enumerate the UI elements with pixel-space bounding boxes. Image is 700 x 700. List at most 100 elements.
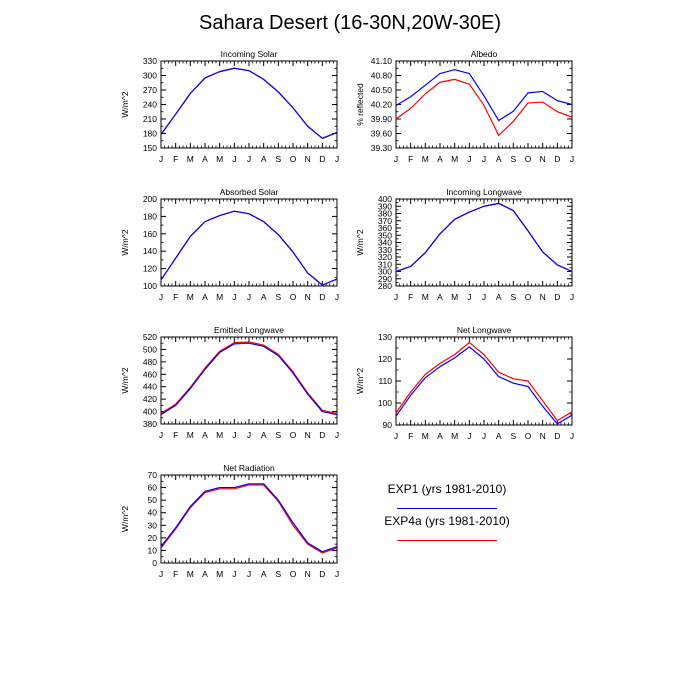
absorbed-solar-xtick-label: S — [275, 292, 281, 302]
incoming-longwave-ytick-label: 400 — [378, 194, 392, 204]
albedo-xtick-label: A — [437, 154, 443, 164]
albedo-ytick-label: 40.20 — [371, 100, 393, 110]
albedo-ytick-label: 40.50 — [371, 85, 393, 95]
net-longwave-ytick-label: 100 — [378, 398, 392, 408]
net-radiation-xtick-label: J — [232, 569, 236, 579]
legend-exp1-line — [397, 508, 497, 509]
net-longwave-xtick-label: J — [570, 431, 574, 441]
incoming-longwave-ytick-label: 370 — [378, 216, 392, 226]
incoming-solar-frame — [160, 60, 338, 149]
incoming-longwave-frame — [395, 198, 573, 287]
incoming-solar-xtick-label: S — [275, 154, 281, 164]
incoming-longwave-ytick-label: 310 — [378, 259, 392, 269]
incoming-solar-xtick-label: O — [290, 154, 297, 164]
net-radiation-xtick-label: J — [159, 569, 163, 579]
albedo-ytick-label: 41.10 — [371, 56, 393, 66]
net-longwave-xtick-label: J — [467, 431, 471, 441]
emitted-longwave-ytick-label: 480 — [143, 357, 157, 367]
incoming-longwave-ytick-label: 330 — [378, 245, 392, 255]
emitted-longwave-series-exp4a — [160, 341, 338, 415]
absorbed-solar-ytick-label: 100 — [143, 281, 157, 291]
net-radiation-ytick-label: 70 — [148, 470, 158, 480]
albedo-ytick-label: 39.30 — [371, 143, 393, 153]
net-longwave-xtick-label: A — [496, 431, 502, 441]
net-longwave-xtick-label: A — [437, 431, 443, 441]
incoming-longwave-ytick-label: 360 — [378, 223, 392, 233]
net-longwave-xtick-label: O — [525, 431, 532, 441]
legend-exp1-label: EXP1 (yrs 1981-2010) — [387, 482, 507, 496]
absorbed-solar-xtick-label: F — [173, 292, 178, 302]
incoming-solar-ytick-label: 330 — [143, 56, 157, 66]
net-radiation-title: Net Radiation — [223, 463, 275, 473]
emitted-longwave-frame — [160, 336, 338, 425]
incoming-longwave-xtick-label: N — [540, 292, 546, 302]
incoming-solar-xtick-label: A — [202, 154, 208, 164]
incoming-solar-ytick-label: 210 — [143, 114, 157, 124]
incoming-solar-xtick-label: N — [305, 154, 311, 164]
incoming-longwave-xtick-label: O — [525, 292, 532, 302]
net-longwave-xtick-label: J — [482, 431, 486, 441]
net-radiation-xtick-label: F — [173, 569, 178, 579]
incoming-longwave-ytick-label: 320 — [378, 252, 392, 262]
legend-exp4a-label: EXP4a (yrs 1981-2010) — [384, 514, 510, 528]
incoming-solar-xtick-label: J — [159, 154, 163, 164]
emitted-longwave-ytick-label: 460 — [143, 369, 157, 379]
albedo-xtick-label: O — [525, 154, 532, 164]
absorbed-solar-xtick-label: A — [202, 292, 208, 302]
incoming-solar-ytick-label: 240 — [143, 100, 157, 110]
net-radiation-xtick-label: J — [335, 569, 339, 579]
absorbed-solar-ytick-label: 140 — [143, 246, 157, 256]
net-radiation-ytick-label: 60 — [148, 483, 158, 493]
incoming-solar-xtick-label: J — [247, 154, 251, 164]
absorbed-solar-ytick-label: 160 — [143, 229, 157, 239]
net-radiation-xtick-label: D — [319, 569, 325, 579]
emitted-longwave-xtick-label: A — [202, 430, 208, 440]
incoming-longwave-ytick-label: 390 — [378, 201, 392, 211]
incoming-longwave-series-exp4a — [395, 202, 573, 273]
net-longwave-ytick-label: 110 — [378, 376, 392, 386]
net-radiation-xtick-label: N — [305, 569, 311, 579]
absorbed-solar-ylabel: W/m^2 — [120, 229, 130, 255]
net-longwave-ytick-label: 120 — [378, 354, 392, 364]
net-radiation-xtick-label: A — [261, 569, 267, 579]
figure-title: Sahara Desert (16-30N,20W-30E) — [199, 12, 501, 34]
incoming-longwave-ytick-label: 280 — [378, 281, 392, 291]
emitted-longwave-ylabel: W/m^2 — [120, 367, 130, 393]
albedo-xtick-label: D — [554, 154, 560, 164]
net-radiation-xtick-label: O — [290, 569, 297, 579]
albedo-xtick-label: M — [422, 154, 429, 164]
incoming-longwave-xtick-label: S — [510, 292, 516, 302]
emitted-longwave-xtick-label: S — [275, 430, 281, 440]
incoming-longwave-xtick-label: A — [437, 292, 443, 302]
absorbed-solar-xtick-label: J — [335, 292, 339, 302]
net-longwave-ytick-label: 130 — [378, 332, 392, 342]
absorbed-solar-xtick-label: J — [247, 292, 251, 302]
incoming-longwave-ytick-label: 380 — [378, 209, 392, 219]
net-radiation-ytick-label: 40 — [148, 508, 158, 518]
absorbed-solar-ytick-label: 200 — [143, 194, 157, 204]
incoming-longwave-xtick-label: M — [422, 292, 429, 302]
incoming-longwave-ytick-label: 340 — [378, 238, 392, 248]
net-radiation-xtick-label: A — [202, 569, 208, 579]
absorbed-solar-xtick-label: J — [232, 292, 236, 302]
albedo-xtick-label: J — [467, 154, 471, 164]
albedo-xtick-label: M — [451, 154, 458, 164]
legend-exp4a-line — [397, 540, 497, 541]
net-longwave-series-exp1 — [395, 346, 573, 425]
emitted-longwave-xtick-label: J — [159, 430, 163, 440]
emitted-longwave-ytick-label: 500 — [143, 344, 157, 354]
absorbed-solar-series-exp1 — [160, 210, 338, 286]
albedo-ytick-label: 39.60 — [371, 129, 393, 139]
incoming-longwave-ytick-label: 290 — [378, 274, 392, 284]
net-longwave-series-exp4a — [395, 341, 573, 422]
incoming-solar-ytick-label: 180 — [143, 129, 157, 139]
albedo-series-exp4a — [395, 78, 573, 137]
absorbed-solar-title: Absorbed Solar — [220, 187, 279, 197]
net-radiation-ytick-label: 50 — [148, 495, 158, 505]
